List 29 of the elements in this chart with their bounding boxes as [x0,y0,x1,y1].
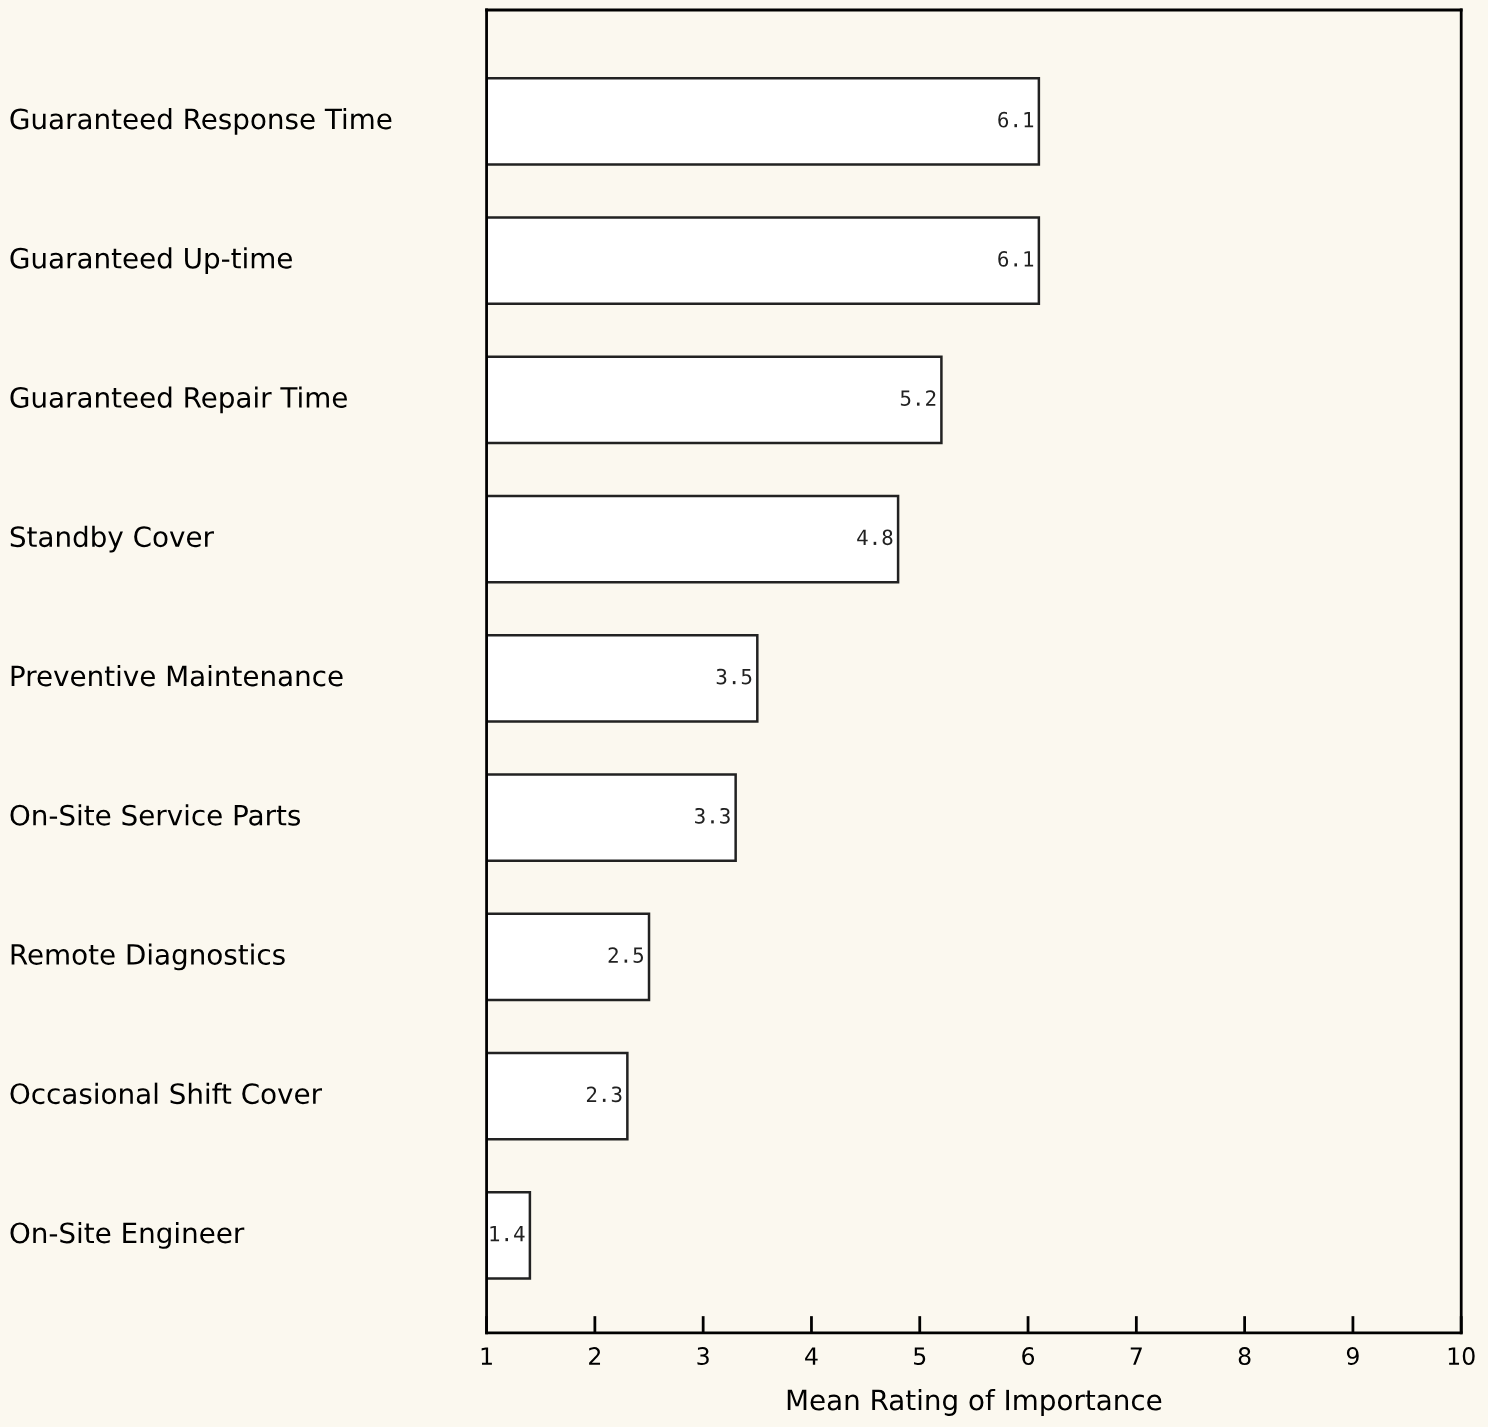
data-label: 4.8 [857,529,893,546]
y-tick-label: Guaranteed Repair Time [10,386,347,414]
y-tick-label: Occasional Shift Cover [10,1082,323,1105]
y-tick-label: On-Site Engineer [10,1221,245,1249]
data-label: 5.2 [900,390,936,406]
x-tick-label: 9 [1346,1347,1359,1365]
y-tick-label: Guaranteed Response Time [10,107,392,135]
y-tick-label: Standby Cover [10,525,214,553]
y-tick-label: Preventive Maintenance [11,664,343,687]
x-tick-label: 4 [805,1347,818,1365]
x-tick-label: 6 [1022,1347,1035,1365]
data-label: 1.4 [490,1225,525,1242]
data-label: 6.1 [998,250,1034,267]
x-axis-title: Mean Rating of Importance [787,1389,1162,1416]
data-label: 6.1 [998,111,1034,128]
data-label: 3.3 [695,807,730,824]
x-tick-label: 3 [697,1347,709,1365]
data-label: 3.5 [716,668,752,685]
x-tick-label: 8 [1238,1347,1251,1365]
x-tick-label: 2 [589,1347,601,1365]
data-label: 2.5 [608,947,644,963]
y-tick-label: Remote Diagnostics [11,943,285,971]
data-label: 2.3 [586,1086,622,1103]
x-tick-label: 10 [1448,1347,1475,1365]
x-tick-label: 5 [914,1347,926,1365]
x-tick-label: 1 [481,1347,492,1365]
y-tick-label: Guaranteed Up-time [10,247,292,275]
y-tick-label: On-Site Service Parts [10,804,301,826]
x-tick-label: 7 [1130,1347,1142,1365]
